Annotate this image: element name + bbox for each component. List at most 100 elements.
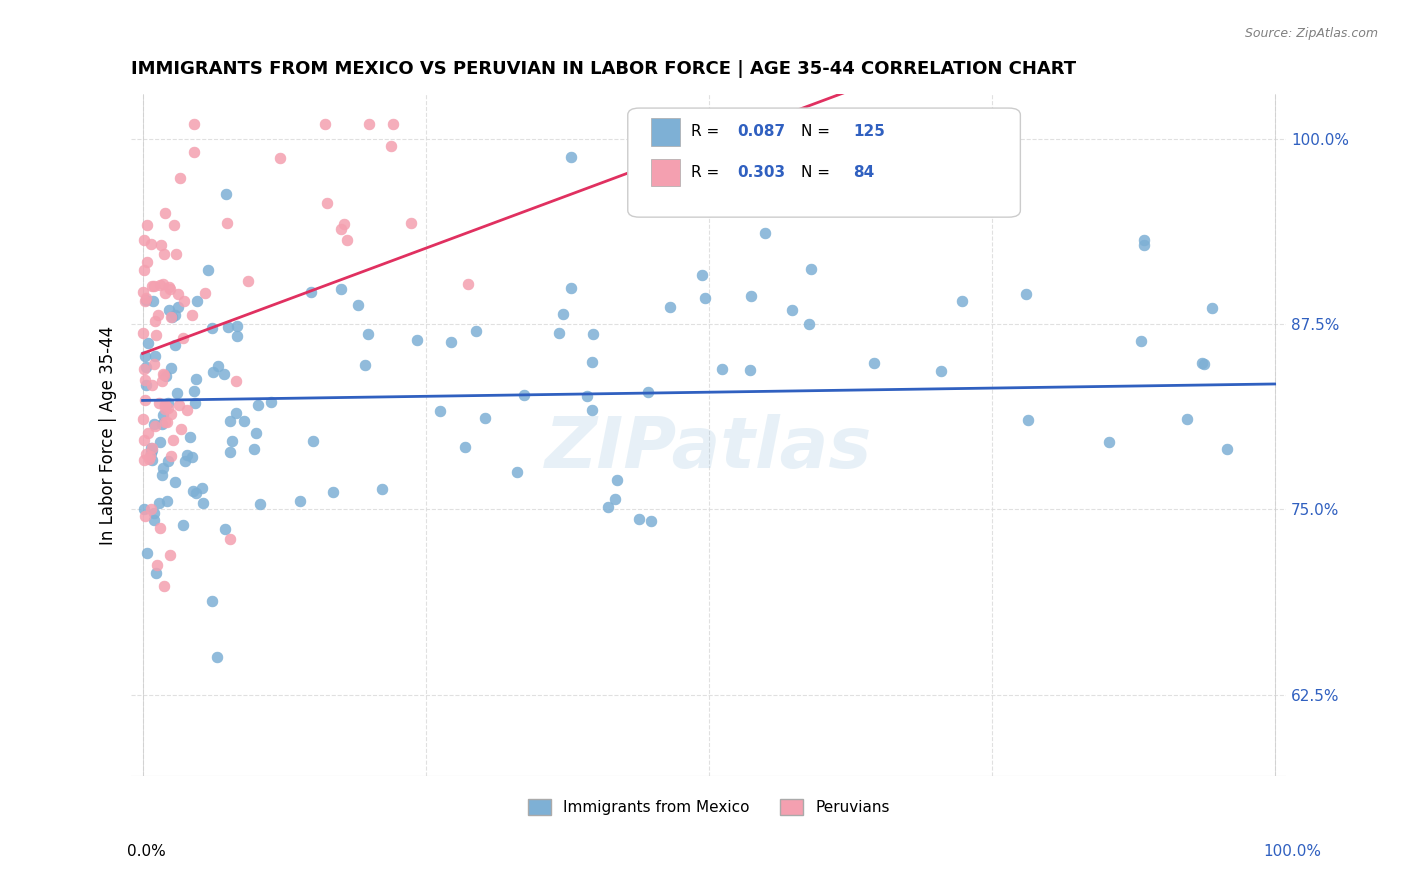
Point	[800, 261, 823, 276]
Point	[139, 441, 162, 455]
Y-axis label: In Labor Force | Age 35-44: In Labor Force | Age 35-44	[100, 326, 117, 545]
Point	[170, 422, 193, 436]
Point	[180, 308, 202, 322]
Point	[711, 362, 734, 376]
Text: 0.303: 0.303	[738, 165, 786, 180]
Point	[143, 349, 166, 363]
Text: N =: N =	[801, 165, 835, 180]
Point	[143, 506, 166, 520]
Point	[1133, 233, 1156, 247]
Point	[201, 365, 224, 379]
Point	[172, 331, 194, 345]
Point	[260, 395, 283, 409]
Point	[183, 117, 205, 131]
Point	[197, 262, 219, 277]
Point	[149, 238, 172, 252]
Point	[157, 303, 180, 318]
Text: 0.087: 0.087	[738, 124, 786, 139]
Point	[134, 349, 156, 363]
Point	[225, 329, 247, 343]
Point	[186, 372, 208, 386]
Point	[139, 502, 162, 516]
Point	[1191, 355, 1213, 369]
FancyBboxPatch shape	[627, 108, 1021, 217]
Point	[560, 281, 582, 295]
Point	[740, 363, 762, 377]
Point	[640, 514, 662, 528]
Point	[163, 218, 186, 232]
Point	[329, 282, 352, 296]
Point	[754, 226, 776, 240]
Point	[141, 377, 163, 392]
Point	[346, 298, 368, 312]
Point	[357, 326, 380, 341]
Text: IMMIGRANTS FROM MEXICO VS PERUVIAN IN LABOR FORCE | AGE 35-44 CORRELATION CHART: IMMIGRANTS FROM MEXICO VS PERUVIAN IN LA…	[131, 60, 1077, 78]
Point	[329, 221, 352, 235]
Point	[169, 170, 191, 185]
Point	[740, 289, 762, 303]
Point	[156, 396, 179, 410]
Point	[136, 218, 159, 232]
Point	[155, 398, 177, 412]
Point	[401, 216, 423, 230]
Point	[221, 434, 243, 449]
Point	[135, 377, 157, 392]
Point	[153, 398, 176, 412]
Point	[153, 578, 176, 592]
Point	[183, 384, 205, 399]
Point	[155, 368, 177, 383]
Point	[201, 594, 224, 608]
Point	[269, 151, 291, 165]
Text: R =: R =	[692, 124, 724, 139]
Point	[382, 117, 405, 131]
Point	[560, 151, 582, 165]
Point	[183, 484, 205, 499]
Point	[132, 285, 155, 299]
Point	[176, 403, 198, 417]
Point	[162, 433, 184, 447]
Point	[141, 278, 163, 293]
Point	[225, 374, 247, 388]
Point	[1130, 334, 1153, 348]
Point	[950, 293, 973, 308]
Point	[141, 442, 163, 456]
Point	[637, 384, 659, 399]
Point	[143, 357, 166, 371]
Point	[156, 493, 179, 508]
Text: R =: R =	[692, 165, 724, 180]
Point	[181, 450, 204, 464]
Point	[581, 327, 603, 342]
Point	[249, 497, 271, 511]
Point	[163, 308, 186, 322]
Text: ZIPatlas: ZIPatlas	[546, 415, 872, 483]
Point	[1133, 238, 1156, 252]
Point	[302, 434, 325, 449]
Legend: Immigrants from Mexico, Peruvians: Immigrants from Mexico, Peruvians	[520, 792, 897, 823]
Point	[138, 335, 160, 350]
Point	[575, 389, 598, 403]
Point	[150, 374, 173, 388]
Point	[215, 187, 238, 202]
Point	[183, 396, 205, 410]
Point	[132, 263, 155, 277]
Point	[156, 401, 179, 416]
Point	[581, 354, 603, 368]
Point	[157, 454, 180, 468]
Point	[322, 485, 344, 500]
Point	[232, 414, 254, 428]
Point	[219, 444, 242, 458]
Point	[145, 566, 167, 580]
Point	[215, 216, 238, 230]
Point	[135, 360, 157, 375]
Point	[226, 319, 249, 334]
Point	[214, 522, 236, 536]
Text: 84: 84	[853, 165, 875, 180]
Point	[513, 388, 536, 402]
Point	[148, 521, 170, 535]
Point	[606, 474, 628, 488]
Point	[333, 217, 356, 231]
Point	[797, 317, 820, 331]
Point	[150, 417, 173, 431]
Point	[191, 496, 214, 510]
Point	[173, 293, 195, 308]
